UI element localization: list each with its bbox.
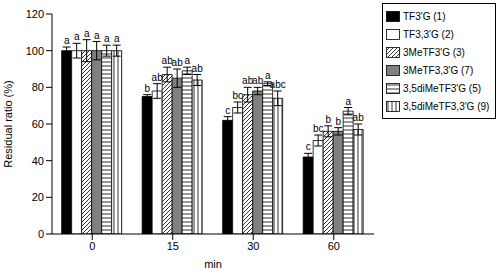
svg-text:ab: ab	[242, 75, 254, 87]
svg-text:ab: ab	[161, 55, 173, 67]
svg-text:bc: bc	[313, 123, 324, 134]
svg-text:a: a	[345, 96, 351, 107]
html-text:3MeTF3'G (3): 3MeTF3'G (3)	[403, 46, 465, 58]
svg-text:a: a	[84, 28, 90, 39]
svg-text:a: a	[104, 33, 110, 44]
svg-text:min: min	[204, 258, 222, 270]
svg-text:ab: ab	[353, 112, 365, 123]
svg-text:c: c	[306, 141, 311, 152]
svg-text:a: a	[94, 30, 100, 41]
svg-text:b: b	[335, 116, 341, 127]
svg-text:b: b	[144, 83, 150, 94]
svg-text:30: 30	[247, 240, 259, 252]
html-text:3,5diMeTF3,3'G (9): 3,5diMeTF3,3'G (9)	[403, 100, 490, 112]
svg-text:c: c	[225, 105, 230, 116]
svg-text:40: 40	[32, 155, 44, 167]
html-text:TF3,3'G (2): TF3,3'G (2)	[403, 28, 454, 40]
svg-text:15: 15	[167, 240, 179, 252]
svg-text:ab: ab	[192, 63, 204, 74]
svg-text:60: 60	[328, 240, 340, 252]
svg-text:a: a	[264, 69, 271, 81]
svg-text:ab: ab	[252, 75, 264, 86]
svg-text:a: a	[114, 33, 120, 44]
svg-text:ab: ab	[172, 57, 184, 68]
svg-text:a: a	[64, 35, 70, 46]
svg-text:80: 80	[32, 81, 44, 93]
svg-text:b: b	[325, 114, 331, 125]
svg-text:0: 0	[89, 240, 95, 252]
html-text:TF3'G (1): TF3'G (1)	[403, 10, 446, 22]
svg-text:ab: ab	[152, 72, 164, 83]
svg-text:Residual ratio (%): Residual ratio (%)	[8, 80, 14, 167]
svg-text:a: a	[74, 31, 80, 42]
svg-text:abc: abc	[270, 79, 286, 90]
svg-text:a: a	[184, 55, 190, 66]
svg-text:bc: bc	[232, 90, 243, 101]
svg-text:100: 100	[26, 45, 44, 57]
svg-text:120: 120	[26, 8, 44, 20]
svg-text:0: 0	[38, 228, 44, 240]
html-text:3MeTF3,3'G (7): 3MeTF3,3'G (7)	[403, 64, 474, 76]
svg-text:60: 60	[32, 118, 44, 130]
svg-text:20: 20	[32, 191, 44, 203]
html-text:3,5diMeTF3'G (5): 3,5diMeTF3'G (5)	[403, 82, 481, 94]
